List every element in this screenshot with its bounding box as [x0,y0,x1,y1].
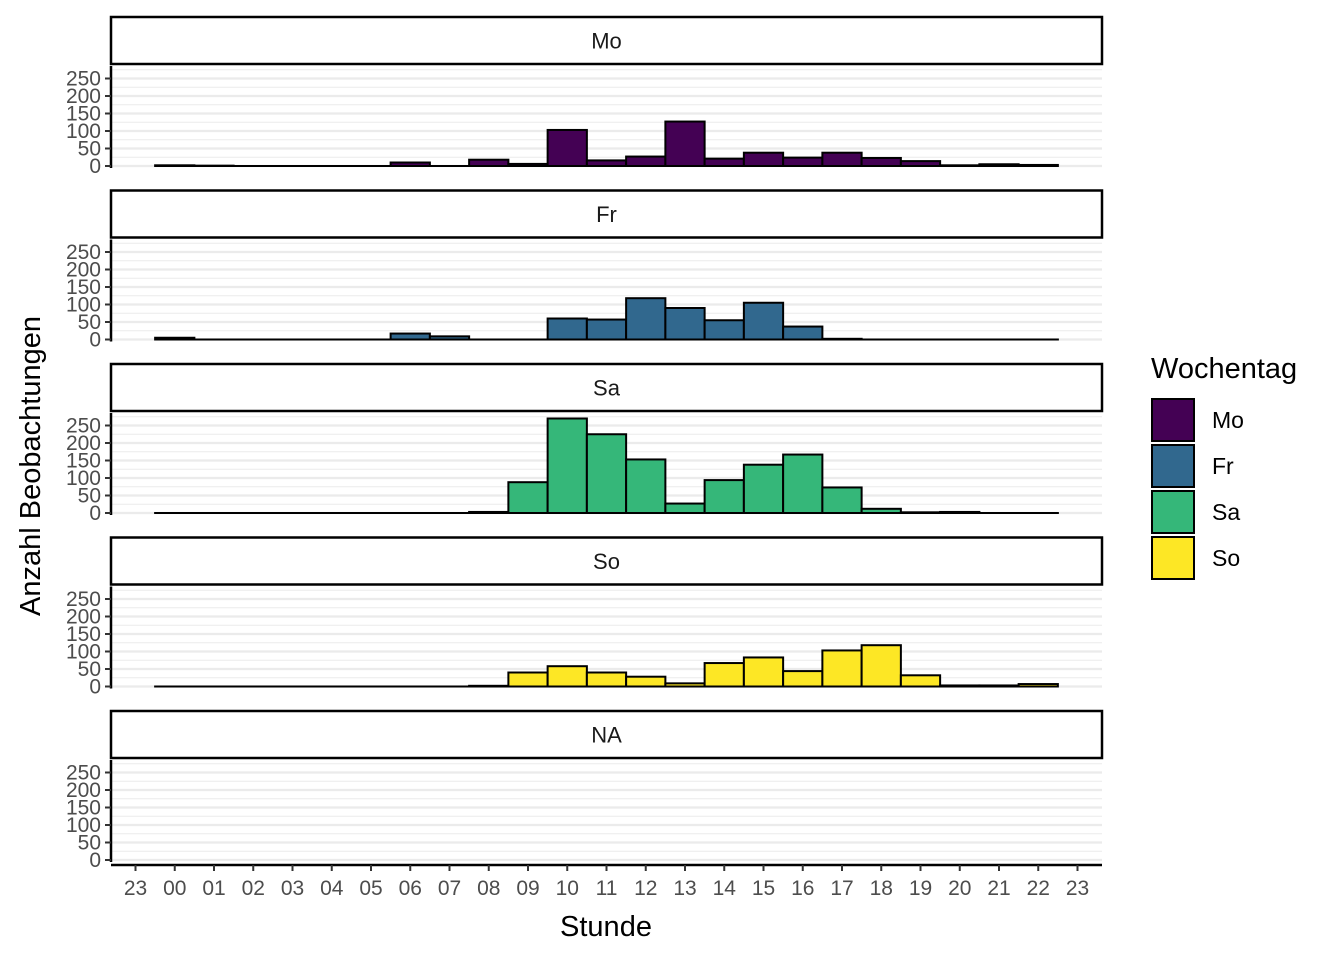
legend-key [1152,491,1194,533]
bar [822,650,861,686]
bar [548,319,587,340]
x-tick-label: 01 [202,877,225,900]
bar [665,122,704,166]
y-axis-title: Anzahl Beobachtungen [15,316,47,616]
x-tick-label: 14 [713,877,737,900]
bar [822,153,861,166]
y-tick-label: 250 [66,762,101,785]
bar [783,671,822,686]
x-tick-label: 04 [320,877,344,900]
legend-label: So [1212,545,1240,571]
bar [548,419,587,514]
legend-key [1152,537,1194,579]
bar [705,480,744,513]
bar [705,159,744,166]
x-axis-title: Stunde [560,911,652,943]
x-tick-label: 22 [1027,877,1050,900]
legend-title: Wochentag [1151,353,1297,385]
legend-label: Mo [1212,407,1244,433]
x-axis: 23 00 01 02 03 04 05 06 07 08 09 10 11 12 13 14 15 16 17 18… [111,865,1102,900]
bar [587,434,626,513]
bar [665,504,704,513]
bar [548,666,587,686]
facet-strip-label: NA [591,723,622,748]
legend: Wochentag Mo Fr Sa So [1151,353,1297,579]
bar [665,308,704,340]
bar [783,327,822,340]
x-tick-label: 12 [634,877,657,900]
x-tick-label: 21 [987,877,1010,900]
bar [744,303,783,340]
bar [744,465,783,513]
bar [626,298,665,339]
bar [705,663,744,686]
legend-key [1152,445,1194,487]
bar [548,130,587,166]
x-tick-label: 17 [830,877,853,900]
legend-label: Sa [1212,499,1240,525]
x-tick-label: 20 [948,877,971,900]
bar [705,320,744,339]
x-tick-label: 11 [596,877,618,900]
legend-key [1152,399,1194,441]
facet-strip-label: Fr [596,202,617,227]
x-tick-label: 00 [163,877,186,900]
x-tick-label: 23 [124,877,147,900]
x-tick-label: 03 [281,877,304,900]
x-tick-label: 19 [909,877,932,900]
bar [783,455,822,513]
bar [626,157,665,166]
bar [744,153,783,166]
x-tick-label: 08 [477,877,500,900]
x-tick-label: 07 [438,877,461,900]
y-tick-label: 250 [66,415,101,438]
x-tick-label: 02 [242,877,265,900]
x-tick-label: 16 [791,877,814,900]
bar [862,158,901,166]
facet-strip-label: Sa [593,376,621,401]
y-tick-label: 250 [66,68,101,91]
x-tick-label: 06 [399,877,422,900]
legend-label: Fr [1212,453,1234,479]
bar [822,487,861,513]
bar [508,482,547,513]
x-tick-label: 09 [516,877,539,900]
y-tick-label: 250 [66,588,101,611]
facet-strip-label: Mo [591,29,622,54]
x-tick-label: 18 [870,877,893,900]
bar [508,673,547,687]
x-tick-label: 13 [673,877,696,900]
x-tick-label: 10 [556,877,579,900]
bar [626,677,665,687]
bar [783,158,822,166]
bar [626,459,665,513]
x-tick-label: 05 [359,877,382,900]
y-tick-label: 250 [66,241,101,264]
x-tick-label: 15 [752,877,775,900]
facet-strip-label: So [593,549,620,574]
x-tick-label: 23 [1066,877,1089,900]
bar [587,320,626,340]
facet-panels: Mo050100150200250Fr050100150200250Sa0501… [66,17,1102,872]
bar [587,673,626,687]
bar [901,675,940,686]
bar [744,657,783,686]
bar [862,645,901,686]
